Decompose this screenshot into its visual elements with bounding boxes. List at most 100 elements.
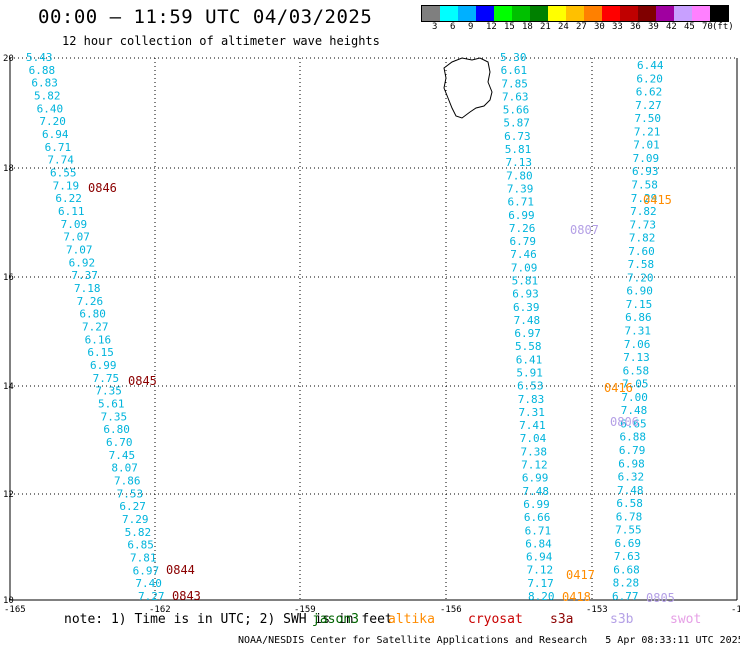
wave-height-value: 7.29	[122, 513, 149, 526]
wave-height-value: 7.58	[631, 178, 658, 191]
wave-height-value: 7.27	[138, 590, 165, 603]
pass-time-label: 0417	[566, 568, 595, 582]
wave-height-value: 7.31	[625, 325, 652, 338]
wave-height-value: 6.20	[636, 72, 663, 85]
color-scale-label: 27	[576, 22, 587, 32]
map-subtitle: 12 hour collection of altimeter wave hei…	[62, 34, 380, 48]
wave-height-value: 6.93	[512, 288, 539, 301]
wave-height-value: 6.79	[619, 444, 646, 457]
wave-height-value: 7.09	[61, 218, 88, 231]
wave-height-value: 7.85	[501, 77, 528, 90]
wave-height-value: 6.85	[127, 539, 154, 552]
wave-height-value: 7.45	[109, 449, 135, 462]
wave-height-value: 6.53	[517, 380, 544, 393]
wave-height-value: 6.40	[37, 102, 64, 115]
pass-time-label: 0843	[172, 589, 201, 603]
wave-height-value: 7.18	[74, 282, 101, 295]
wave-height-value: 6.93	[632, 165, 659, 178]
color-scale-label: 45	[684, 22, 695, 32]
color-scale-label: 9	[468, 22, 474, 32]
wave-height-value: 7.15	[626, 298, 653, 311]
wave-height-value: 7.48	[621, 404, 648, 417]
wave-height-value: 6.99	[523, 498, 550, 511]
wave-height-value: 6.61	[501, 64, 528, 77]
color-swatch	[440, 6, 458, 21]
wave-height-value: 7.86	[114, 475, 141, 488]
wave-height-value: 7.63	[614, 550, 641, 563]
x-tick-label: -156	[440, 605, 462, 615]
wave-height-value: 7.20	[39, 115, 65, 128]
legend-jason3: jason3	[312, 612, 359, 627]
wave-height-value: 6.15	[87, 346, 114, 359]
wave-height-value: 7.12	[521, 459, 548, 472]
color-swatch	[656, 6, 674, 21]
pass-time-label: 0806	[610, 415, 639, 429]
color-scale-label: 18	[522, 22, 533, 32]
wave-height-value: 6.90	[626, 285, 653, 298]
color-scale-label: 70	[702, 22, 713, 32]
wave-height-value: 6.78	[616, 510, 643, 523]
wave-height-value: 6.68	[613, 563, 640, 576]
color-swatch	[638, 6, 656, 21]
wave-height-value: 5.58	[515, 340, 542, 353]
pass-time-label: 0416	[604, 381, 633, 395]
wave-height-value: 6.71	[45, 141, 72, 154]
pass-time-label: 0846	[88, 181, 117, 195]
pass-time-label: 0844	[166, 563, 195, 577]
note-text: note: 1) Time is in UTC; 2) SWH is in fe…	[64, 612, 393, 627]
wave-height-value: 5.43	[26, 51, 53, 64]
legend-cryosat: cryosat	[468, 612, 523, 627]
wave-height-value: 6.58	[616, 497, 643, 510]
color-swatch	[620, 6, 638, 21]
wave-height-value: 6.84	[525, 537, 552, 550]
wave-height-value: 7.46	[510, 248, 537, 261]
hawaii-island-coastline	[443, 57, 493, 119]
wave-height-value: 6.70	[106, 436, 133, 449]
color-swatch	[422, 6, 440, 21]
map-title: 00:00 – 11:59 UTC 04/03/2025	[38, 6, 373, 28]
pass-time-labels: 0846 0845 0844 0843 0807 0806 0805 0415 0416 0417…	[88, 181, 675, 605]
wave-height-value: 7.73	[630, 218, 657, 231]
wave-height-value: 7.09	[511, 261, 538, 274]
wave-height-value: 5.82	[125, 526, 151, 539]
color-swatch	[710, 6, 728, 21]
wave-height-value: 6.97	[514, 327, 541, 340]
wave-height-value: 6.55	[50, 167, 77, 180]
wave-height-value: 5.61	[98, 398, 125, 411]
wave-height-value: 7.39	[507, 182, 533, 195]
wave-height-value: 6.83	[31, 77, 58, 90]
wave-height-value: 6.99	[522, 472, 549, 485]
x-tick-label: -159	[294, 605, 316, 615]
pass-time-label: 0845	[128, 374, 157, 388]
wave-height-value: 6.80	[79, 308, 106, 321]
x-tick-label: -15	[731, 605, 740, 615]
color-swatch	[584, 6, 602, 21]
wave-height-value: 6.99	[90, 359, 117, 372]
legend-s3b: s3b	[610, 612, 634, 627]
legend-swot: swot	[670, 612, 702, 627]
wave-height-value: 7.09	[633, 152, 660, 165]
wave-height-value: 6.73	[504, 130, 530, 143]
color-scale-label: (ft)	[712, 22, 734, 32]
x-tick-label: -153	[586, 605, 608, 615]
pass-time-label: 0807	[570, 223, 599, 237]
wave-height-value: 8.28	[613, 577, 640, 590]
color-scale-label: 30	[594, 22, 605, 32]
legend-altika: altika	[388, 612, 435, 627]
color-scale-label: 21	[540, 22, 551, 32]
wave-height-value: 6.58	[623, 364, 650, 377]
wave-height-value: 6.71	[508, 196, 535, 209]
wave-height-value: 7.80	[506, 169, 533, 182]
wave-height-value: 7.48	[617, 484, 644, 497]
wave-height-value: 5.81	[505, 143, 532, 156]
wave-height-value: 7.20	[627, 271, 654, 284]
color-scale-label: 39	[648, 22, 659, 32]
wave-height-value: 7.40	[135, 577, 162, 590]
wave-height-value: 7.00	[621, 391, 648, 404]
color-swatch	[602, 6, 620, 21]
color-swatch	[476, 6, 494, 21]
wave-height-value: 7.82	[629, 232, 656, 245]
wave-height-value: 7.50	[635, 112, 662, 125]
wave-height-value: 7.83	[518, 393, 545, 406]
